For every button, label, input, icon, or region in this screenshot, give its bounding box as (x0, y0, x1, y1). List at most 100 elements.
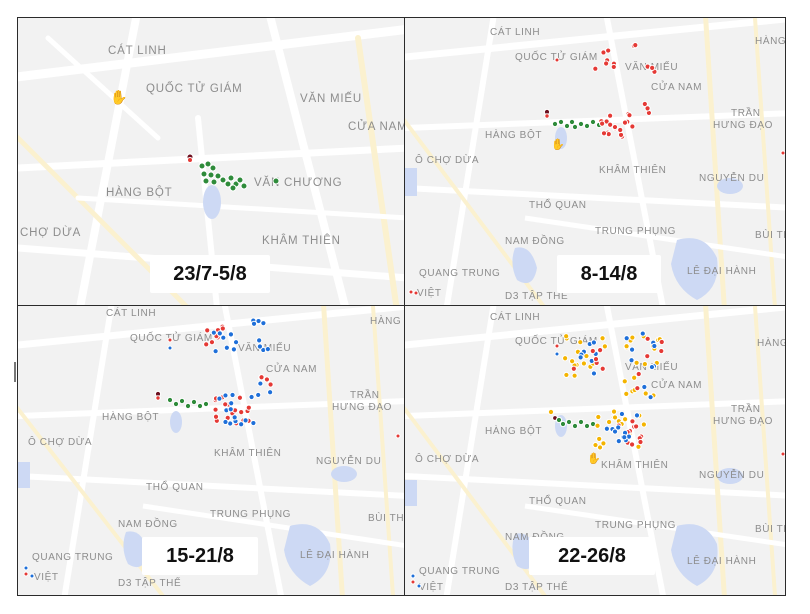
case-marker[interactable] (166, 396, 174, 404)
case-marker[interactable] (642, 390, 649, 397)
case-marker[interactable] (255, 391, 262, 399)
case-marker[interactable] (589, 347, 596, 355)
case-marker[interactable] (212, 413, 220, 420)
case-marker[interactable] (245, 404, 252, 411)
case-marker[interactable] (236, 176, 244, 184)
case-marker[interactable] (629, 123, 636, 130)
case-marker[interactable] (590, 339, 597, 346)
case-marker[interactable] (596, 347, 604, 354)
case-marker[interactable] (603, 60, 610, 67)
case-marker[interactable] (623, 343, 630, 350)
case-marker[interactable] (641, 100, 648, 108)
case-marker[interactable] (621, 119, 629, 126)
case-marker[interactable] (408, 289, 414, 295)
case-marker[interactable] (219, 176, 227, 184)
case-marker[interactable] (607, 121, 614, 128)
case-marker[interactable] (184, 402, 192, 410)
case-marker[interactable] (611, 123, 619, 131)
case-marker[interactable] (611, 428, 619, 435)
case-marker[interactable] (416, 583, 422, 589)
case-marker[interactable] (256, 343, 264, 350)
case-marker[interactable] (605, 418, 613, 426)
case-marker[interactable] (780, 150, 785, 156)
case-marker[interactable] (227, 174, 235, 182)
case-marker[interactable] (629, 334, 636, 341)
case-marker[interactable] (631, 374, 638, 381)
case-marker[interactable] (203, 341, 210, 348)
case-marker[interactable] (167, 337, 173, 343)
case-marker[interactable] (603, 425, 610, 432)
case-marker[interactable] (648, 363, 656, 371)
map-panel-2[interactable]: CÁT LINH QUỐC TỬ GIÁM VĂN MIẾU HÀNG CỬA … (405, 18, 785, 305)
case-marker[interactable] (155, 395, 161, 401)
case-marker[interactable] (641, 383, 648, 391)
case-marker[interactable] (621, 416, 629, 423)
case-marker[interactable] (621, 378, 628, 385)
case-marker[interactable] (629, 418, 636, 425)
case-marker[interactable] (250, 419, 257, 427)
case-marker[interactable] (644, 353, 651, 360)
case-marker[interactable] (23, 571, 29, 577)
case-marker[interactable] (641, 361, 648, 368)
case-marker[interactable] (658, 338, 665, 346)
markers[interactable] (408, 42, 785, 296)
case-marker[interactable] (202, 400, 210, 408)
case-marker[interactable] (610, 408, 618, 415)
case-marker[interactable] (637, 438, 644, 446)
case-marker[interactable] (167, 345, 173, 351)
case-marker[interactable] (216, 395, 223, 402)
case-marker[interactable] (640, 421, 647, 428)
markers[interactable] (186, 153, 280, 192)
case-marker[interactable] (248, 393, 255, 401)
case-marker[interactable] (600, 130, 608, 137)
case-marker[interactable] (210, 178, 218, 186)
case-marker[interactable] (554, 57, 560, 63)
case-marker[interactable] (232, 339, 240, 346)
case-marker[interactable] (559, 420, 567, 428)
case-marker[interactable] (209, 164, 217, 172)
case-marker[interactable] (178, 397, 186, 405)
case-marker[interactable] (547, 408, 555, 416)
case-marker[interactable] (238, 421, 245, 428)
case-marker[interactable] (615, 438, 622, 445)
case-marker[interactable] (633, 359, 640, 366)
case-marker[interactable] (207, 171, 215, 179)
case-marker[interactable] (229, 184, 237, 192)
case-marker[interactable] (780, 451, 785, 457)
case-marker[interactable] (216, 330, 223, 337)
case-marker[interactable] (628, 441, 636, 448)
case-marker[interactable] (607, 112, 614, 119)
case-marker[interactable] (623, 335, 630, 342)
case-marker[interactable] (172, 400, 180, 408)
case-marker[interactable] (554, 351, 560, 357)
case-marker[interactable] (595, 413, 602, 421)
case-marker[interactable] (617, 131, 625, 139)
case-marker[interactable] (267, 381, 274, 388)
case-marker[interactable] (589, 118, 597, 126)
markers[interactable] (410, 330, 785, 589)
case-marker[interactable] (395, 433, 401, 439)
case-marker[interactable] (204, 160, 212, 168)
case-marker[interactable] (639, 330, 646, 337)
case-marker[interactable] (605, 47, 612, 54)
case-marker[interactable] (618, 410, 626, 418)
case-marker[interactable] (196, 402, 204, 410)
case-marker[interactable] (23, 565, 29, 571)
case-marker[interactable] (231, 414, 238, 421)
case-marker[interactable] (633, 423, 640, 430)
case-marker[interactable] (410, 579, 416, 585)
case-marker[interactable] (583, 422, 591, 430)
case-marker[interactable] (210, 329, 217, 336)
case-marker[interactable] (562, 355, 569, 362)
case-marker[interactable] (571, 123, 579, 131)
case-marker[interactable] (257, 380, 264, 387)
case-marker[interactable] (267, 389, 274, 396)
case-marker[interactable] (200, 170, 208, 178)
markers[interactable] (23, 317, 401, 579)
case-marker[interactable] (592, 65, 599, 72)
case-marker[interactable] (617, 126, 624, 134)
case-marker[interactable] (212, 406, 219, 413)
case-marker[interactable] (250, 320, 258, 327)
case-marker[interactable] (214, 172, 222, 180)
case-marker[interactable] (563, 371, 570, 379)
